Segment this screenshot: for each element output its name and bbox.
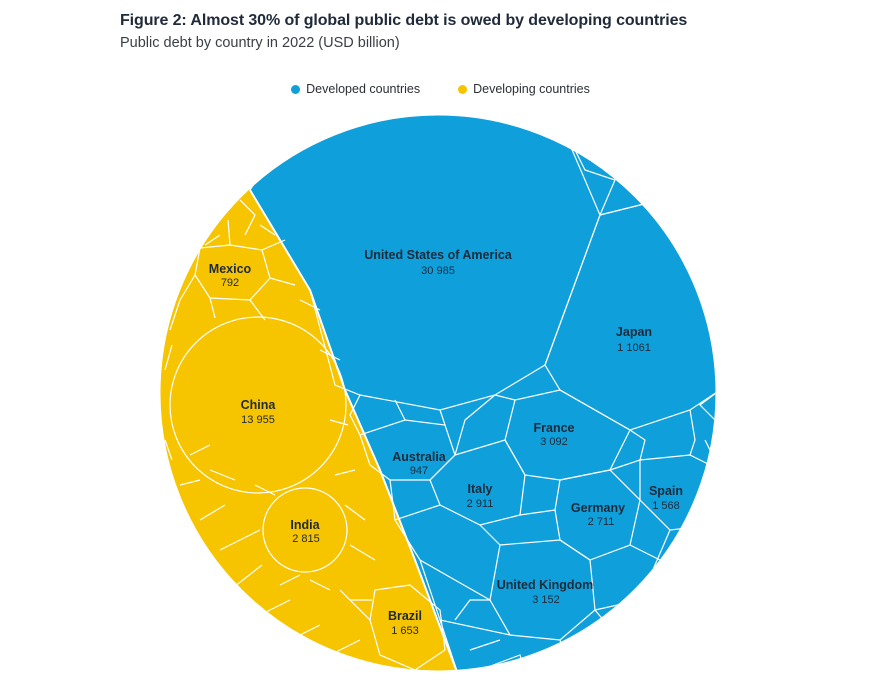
outer-circle [159,114,717,672]
legend-item-developing: Developing countries [458,82,590,96]
label-italy-name: Italy [467,482,492,496]
label-india-name: India [290,518,320,532]
group-divider [249,189,461,671]
label-brazil-value: 1 653 [391,625,419,637]
label-uk-value: 3 152 [532,594,560,606]
label-germany-name: Germany [571,501,625,515]
label-mexico-value: 792 [221,277,239,289]
cell-india [262,487,348,573]
label-usa-name: United States of America [364,248,513,262]
label-germany-value: 2 711 [588,516,615,528]
label-australia-name: Australia [392,450,447,464]
label-italy-value: 2 911 [467,498,494,510]
label-usa-value: 30 985 [421,265,455,277]
treemap-body [160,115,716,671]
label-spain-name: Spain [649,484,683,498]
legend-swatch-developing [458,84,468,94]
region-developing [160,115,460,671]
cell-germany [554,469,641,561]
cell-devg-misc-1 [164,219,376,656]
label-india-value: 2 815 [292,533,320,545]
cell-france [504,389,631,481]
legend-item-developed: Developed countries [291,82,420,96]
cell-devg-misc-2 [189,199,372,601]
label-china-value: 13 955 [241,414,275,426]
label-france-name: France [534,421,575,435]
legend-label-developed: Developed countries [306,82,421,96]
label-japan-value: 1 1061 [617,342,651,354]
chart-subtitle: Public debt by country in 2022 (USD bill… [120,35,400,51]
labels: United States of America 30 985 Japan 1 … [209,248,683,637]
label-japan-name: Japan [616,325,652,339]
legend-label-developing: Developing countries [473,82,590,96]
legend: Developed countries Developing countries [0,82,881,96]
label-brazil-name: Brazil [388,609,422,623]
cell-mexico [194,244,271,301]
label-spain-value: 1 568 [652,500,680,512]
cell-brazil [369,584,446,671]
cells-developing [164,199,446,671]
cell-italy [429,439,526,526]
cell-china [169,316,347,494]
label-uk-name: United Kingdom [497,578,594,592]
legend-swatch-developed [291,84,301,94]
label-mexico-name: Mexico [209,262,252,276]
cell-uk [489,539,596,641]
chart-title: Figure 2: Almost 30% of global public de… [120,12,688,29]
label-australia-value: 947 [410,465,428,477]
label-france-value: 3 092 [540,436,568,448]
label-china-name: China [241,398,277,412]
